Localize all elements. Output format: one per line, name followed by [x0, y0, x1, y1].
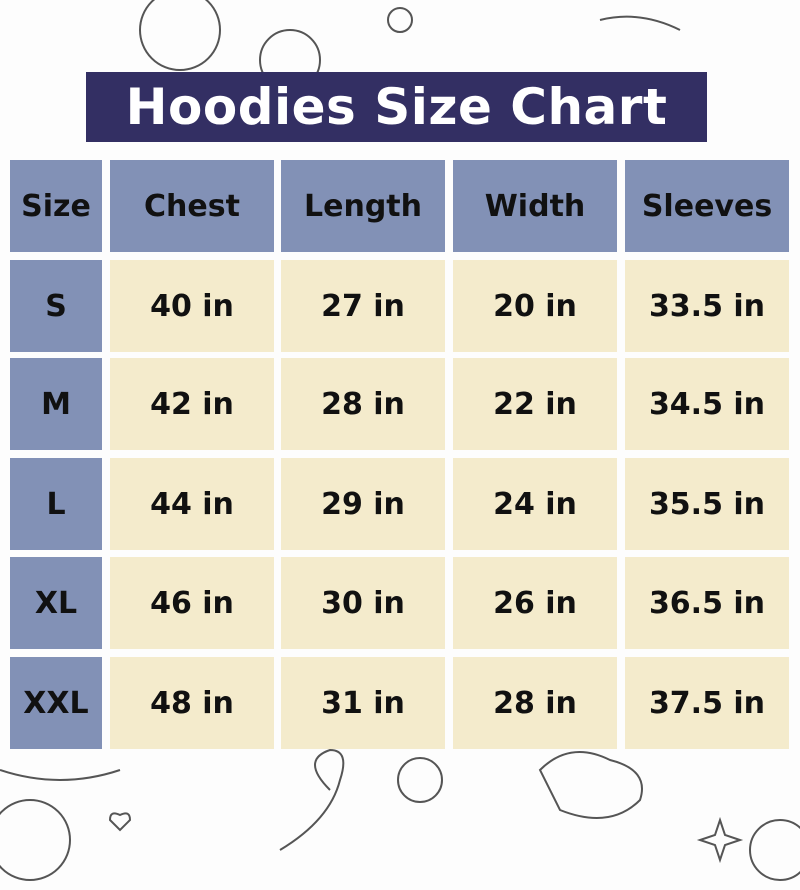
table-cell: 46 in — [110, 557, 274, 649]
table-cell: 31 in — [281, 657, 445, 749]
table-cell: 22 in — [453, 358, 617, 450]
chart-title: Hoodies Size Chart — [86, 72, 707, 142]
table-cell: 27 in — [281, 260, 445, 352]
table-cell: 20 in — [453, 260, 617, 352]
row-header-size: L — [10, 458, 102, 550]
table-cell: 44 in — [110, 458, 274, 550]
table-cell: 36.5 in — [625, 557, 789, 649]
table-cell: 42 in — [110, 358, 274, 450]
table-cell: 28 in — [281, 358, 445, 450]
column-header-width: Width — [453, 160, 617, 252]
table-cell: 24 in — [453, 458, 617, 550]
table-cell: 30 in — [281, 557, 445, 649]
table-cell: 37.5 in — [625, 657, 789, 749]
row-header-size: S — [10, 260, 102, 352]
column-header-chest: Chest — [110, 160, 274, 252]
column-header-sleeves: Sleeves — [625, 160, 789, 252]
row-header-size: XL — [10, 557, 102, 649]
table-cell: 40 in — [110, 260, 274, 352]
row-header-size: M — [10, 358, 102, 450]
table-cell: 28 in — [453, 657, 617, 749]
table-cell: 26 in — [453, 557, 617, 649]
column-header-size: Size — [10, 160, 102, 252]
table-cell: 35.5 in — [625, 458, 789, 550]
table-cell: 33.5 in — [625, 260, 789, 352]
table-cell: 34.5 in — [625, 358, 789, 450]
table-cell: 48 in — [110, 657, 274, 749]
table-cell: 29 in — [281, 458, 445, 550]
column-header-length: Length — [281, 160, 445, 252]
row-header-size: XXL — [10, 657, 102, 749]
